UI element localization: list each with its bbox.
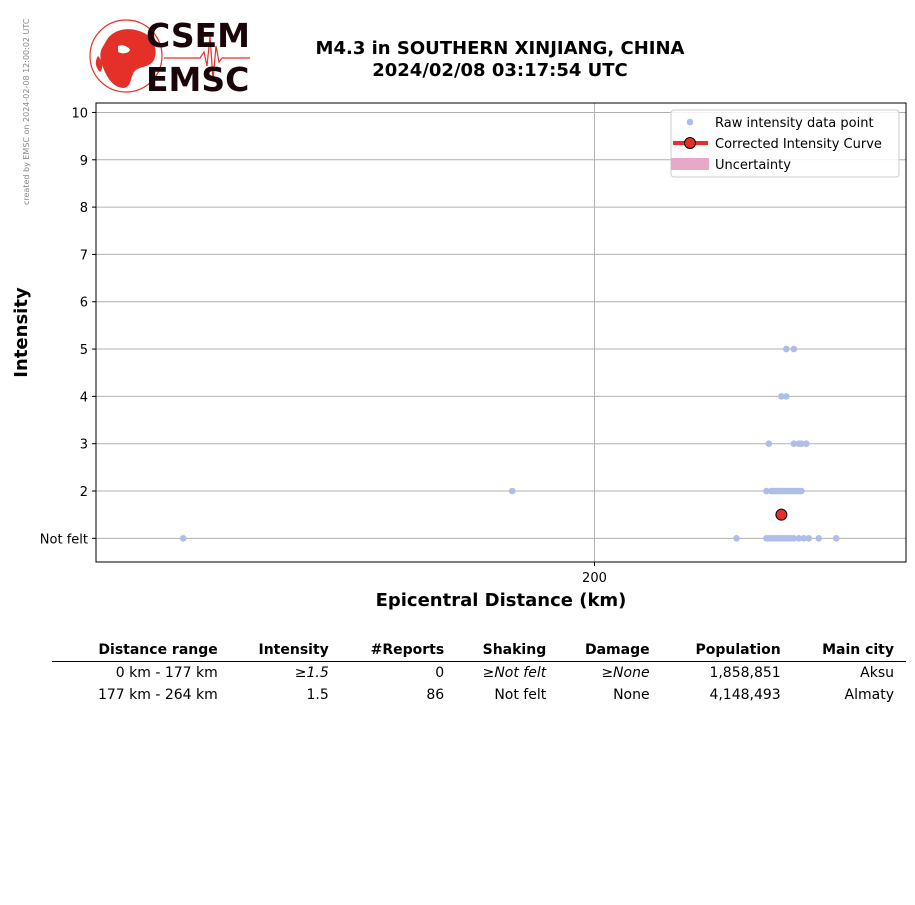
data-point [800, 535, 808, 542]
table-header-row: Distance range Intensity #Reports Shakin… [52, 640, 906, 662]
y-tick-label: 9 [80, 154, 88, 169]
y-tick-label: 2 [80, 485, 88, 500]
header-damage: Damage [558, 640, 662, 662]
legend-label: Raw intensity data point [715, 116, 874, 131]
data-point [805, 535, 813, 542]
cell-range: 177 km - 264 km [97, 687, 218, 703]
cell-damage: None [613, 687, 650, 703]
data-point [508, 487, 516, 495]
y-tick-label: 10 [71, 106, 88, 121]
data-point [832, 535, 840, 542]
legend-label: Uncertainty [715, 158, 791, 173]
y-tick-label: 7 [80, 248, 88, 263]
intensity-chart: Not felt 2 3 4 5 6 7 8 9 10 200 Epicentral Distance… [11, 102, 907, 611]
data-point [790, 535, 798, 542]
data-point [765, 440, 773, 448]
cell-city: Almaty [844, 687, 894, 703]
data-point [778, 393, 785, 400]
globe-icon [89, 19, 163, 93]
x-axis-label: Epicentral Distance (km) [376, 590, 627, 611]
legend-label: Corrected Intensity Curve [715, 137, 882, 152]
legend-marker-dot [684, 137, 696, 149]
cell-intensity: 1.5 [306, 687, 329, 703]
legend-marker-raw [686, 118, 694, 126]
y-tick-label: Not felt [40, 532, 88, 547]
data-point [815, 535, 823, 542]
logo-csem-text: CSEM [146, 16, 250, 55]
legend-marker-band [671, 158, 709, 170]
table-row: 0 km - 177 km ≥1.5 0 ≥Not felt ≥None 1,8… [52, 662, 906, 685]
logo-emsc-text: EMSC [146, 60, 250, 99]
legend-box [670, 109, 900, 178]
seismogram-icon [164, 35, 250, 81]
cell-damage: ≥None [601, 665, 650, 681]
y-tick-label: 8 [80, 201, 88, 216]
y-tick-label: 6 [80, 296, 88, 311]
header-main-city: Main city [792, 640, 906, 662]
header-intensity: Intensity [229, 640, 341, 662]
y-tick-label: 5 [80, 343, 88, 358]
data-point [783, 393, 790, 400]
chart-title: M4.3 in SOUTHERN XINJIANG, CHINA [315, 38, 685, 59]
header-distance-range: Distance range [52, 640, 230, 662]
cell-population: 1,858,851 [709, 665, 781, 681]
cell-range: 0 km - 177 km [115, 665, 218, 681]
cell-intensity: ≥1.5 [294, 665, 329, 681]
chart-subtitle: 2024/02/08 03:17:54 UTC [372, 60, 628, 81]
data-point [783, 345, 790, 353]
y-tick-label: 3 [80, 438, 88, 453]
emsc-logo: CSEM EMSC [88, 16, 254, 100]
header-shaking: Shaking [456, 640, 559, 662]
cell-shaking: Not felt [494, 687, 547, 703]
data-point [798, 440, 805, 448]
table-row: 177 km - 264 km 1.5 86 Not felt None 4,1… [52, 684, 906, 706]
data-point [763, 487, 770, 495]
y-axis-label: Intensity [11, 287, 32, 378]
data-point [790, 345, 798, 353]
plot-frame [95, 102, 907, 563]
x-tick-label: 200 [582, 571, 607, 586]
header-population: Population [661, 640, 793, 662]
header-reports: #Reports [340, 640, 457, 662]
data-point [790, 440, 798, 448]
data-point [733, 535, 740, 542]
corrected-intensity-point [775, 508, 788, 521]
intensity-table: Distance range Intensity #Reports Shakin… [52, 640, 906, 706]
data-point [798, 487, 805, 495]
cell-city: Aksu [860, 665, 894, 681]
data-point [803, 440, 810, 448]
cell-reports: 0 [435, 665, 445, 681]
data-point [179, 535, 187, 542]
y-tick-label: 4 [80, 390, 88, 405]
cell-reports: 86 [426, 687, 445, 703]
cell-shaking: ≥Not felt [482, 665, 547, 681]
cell-population: 4,148,493 [709, 687, 781, 703]
data-point [795, 535, 803, 542]
